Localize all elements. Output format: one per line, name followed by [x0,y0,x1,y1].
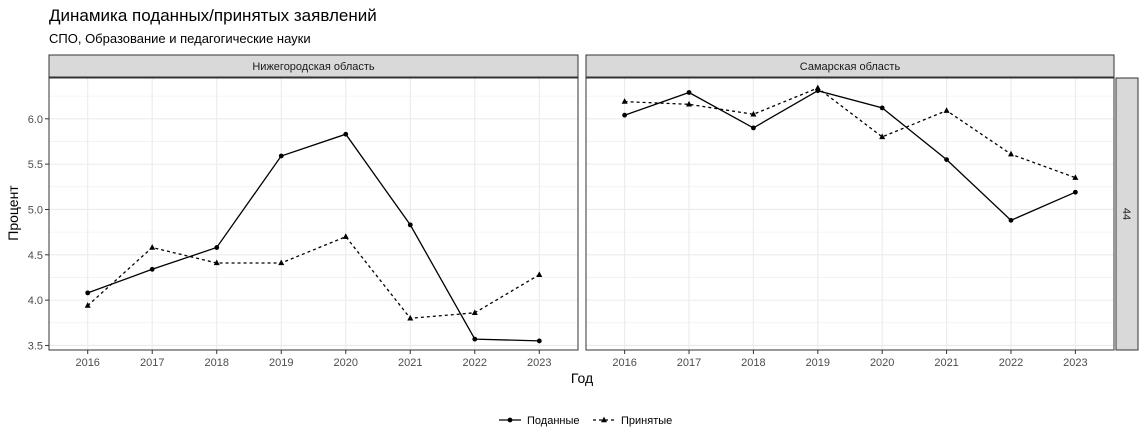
data-point-accepted [1072,174,1079,180]
x-tick-label: 2017 [677,357,701,369]
y-tick-label: 6.0 [28,114,43,126]
facet-strip [48,54,579,78]
legend-key-submitted-point [507,417,513,423]
data-point-submitted [214,245,220,250]
y-axis-title: Процент [5,185,21,241]
data-point-accepted [536,271,543,277]
y-tick-label: 3.5 [28,340,43,352]
series-line-submitted [87,133,540,342]
facet-strip-label: Самарская область [800,61,901,73]
legend-label-accepted: Принятые [621,415,672,427]
x-tick-label: 2018 [204,357,228,369]
facet-panel: Нижегородская область 2016 2017 2018 2019 202… [48,54,579,369]
facet-strip [585,54,1115,78]
data-point-accepted [149,244,156,250]
data-point-accepted [621,98,628,104]
data-point-submitted [472,336,478,342]
data-point-submitted [686,90,692,95]
facet-panels: Нижегородская область 2016 2017 2018 2019 202… [48,54,1115,369]
data-point-accepted [814,84,821,91]
x-tick-label: 2018 [741,357,765,369]
series-line-accepted [624,87,1076,179]
x-tick-label: 2019 [269,357,293,369]
x-tick-label: 2023 [527,357,551,369]
data-point-accepted [1007,150,1014,157]
data-point-accepted [84,302,91,308]
y-tick-label: 4.0 [28,295,43,307]
data-point-accepted [278,259,285,266]
data-point-submitted [1072,189,1078,195]
data-point-accepted [686,100,693,107]
data-point-submitted [407,222,413,228]
facet-panel: Самарская область 2016 2017 2018 2019 2020 202… [585,54,1115,369]
data-point-submitted [278,153,284,159]
data-point-submitted [149,266,155,272]
data-point-submitted [622,112,628,118]
legend-label-submitted: Поданные [527,415,580,427]
facet-strip-label: Нижегородская область [252,61,375,73]
x-tick-label: 2023 [1063,357,1087,369]
x-tick-label: 2022 [999,357,1023,369]
panel-background [49,78,578,350]
data-point-accepted [943,107,950,113]
y-tick-label: 5.5 [28,159,43,171]
x-tick-label: 2021 [398,357,422,369]
panel-border [48,77,579,351]
y-axis: 3.5 4.0 4.5 5.0 5.5 6.0 [28,114,49,352]
row-strip-label: 44 [1120,208,1132,220]
data-point-accepted [471,309,478,316]
x-tick-label: 2020 [870,357,894,369]
series-line-submitted [624,90,1076,222]
y-tick-label: 4.5 [28,250,43,262]
x-tick-label: 2020 [334,357,358,369]
x-tick-label: 2016 [612,357,636,369]
data-point-submitted [1008,217,1014,223]
data-point-accepted [750,110,757,117]
legend-key-accepted-point [601,416,607,423]
x-tick-label: 2019 [806,357,830,369]
y-tick-label: 5.0 [28,204,43,216]
chart-subtitle: СПО, Образование и педагогические науки [49,31,311,46]
series-line-accepted [87,235,540,319]
data-point-submitted [536,338,542,344]
x-axis-title: Год [571,370,593,386]
panel-border [585,77,1115,351]
data-point-submitted [944,157,949,163]
x-tick-label: 2016 [75,357,99,369]
data-point-submitted [751,125,756,131]
chart-title: Динамика поданных/принятых заявлений [49,6,377,25]
data-point-accepted [407,314,414,321]
x-tick-label: 2021 [934,357,958,369]
data-point-submitted [343,131,349,137]
x-tick-label: 2017 [140,357,164,369]
data-point-accepted [213,259,220,266]
data-point-accepted [879,133,886,140]
data-point-accepted [342,233,349,239]
row-strip: 44 [1115,77,1139,351]
row-strip-box [1115,77,1139,351]
data-point-submitted [85,290,91,296]
legend: Поданные Принятые [499,415,672,427]
data-point-submitted [879,105,885,111]
x-tick-label: 2022 [463,357,487,369]
